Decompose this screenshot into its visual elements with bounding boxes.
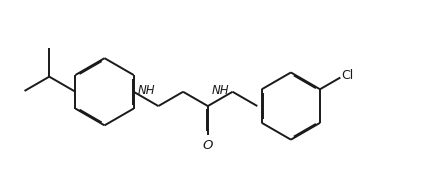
Text: O: O: [202, 139, 213, 152]
Text: NH: NH: [137, 84, 155, 97]
Text: Cl: Cl: [341, 69, 354, 81]
Text: NH: NH: [211, 84, 229, 97]
